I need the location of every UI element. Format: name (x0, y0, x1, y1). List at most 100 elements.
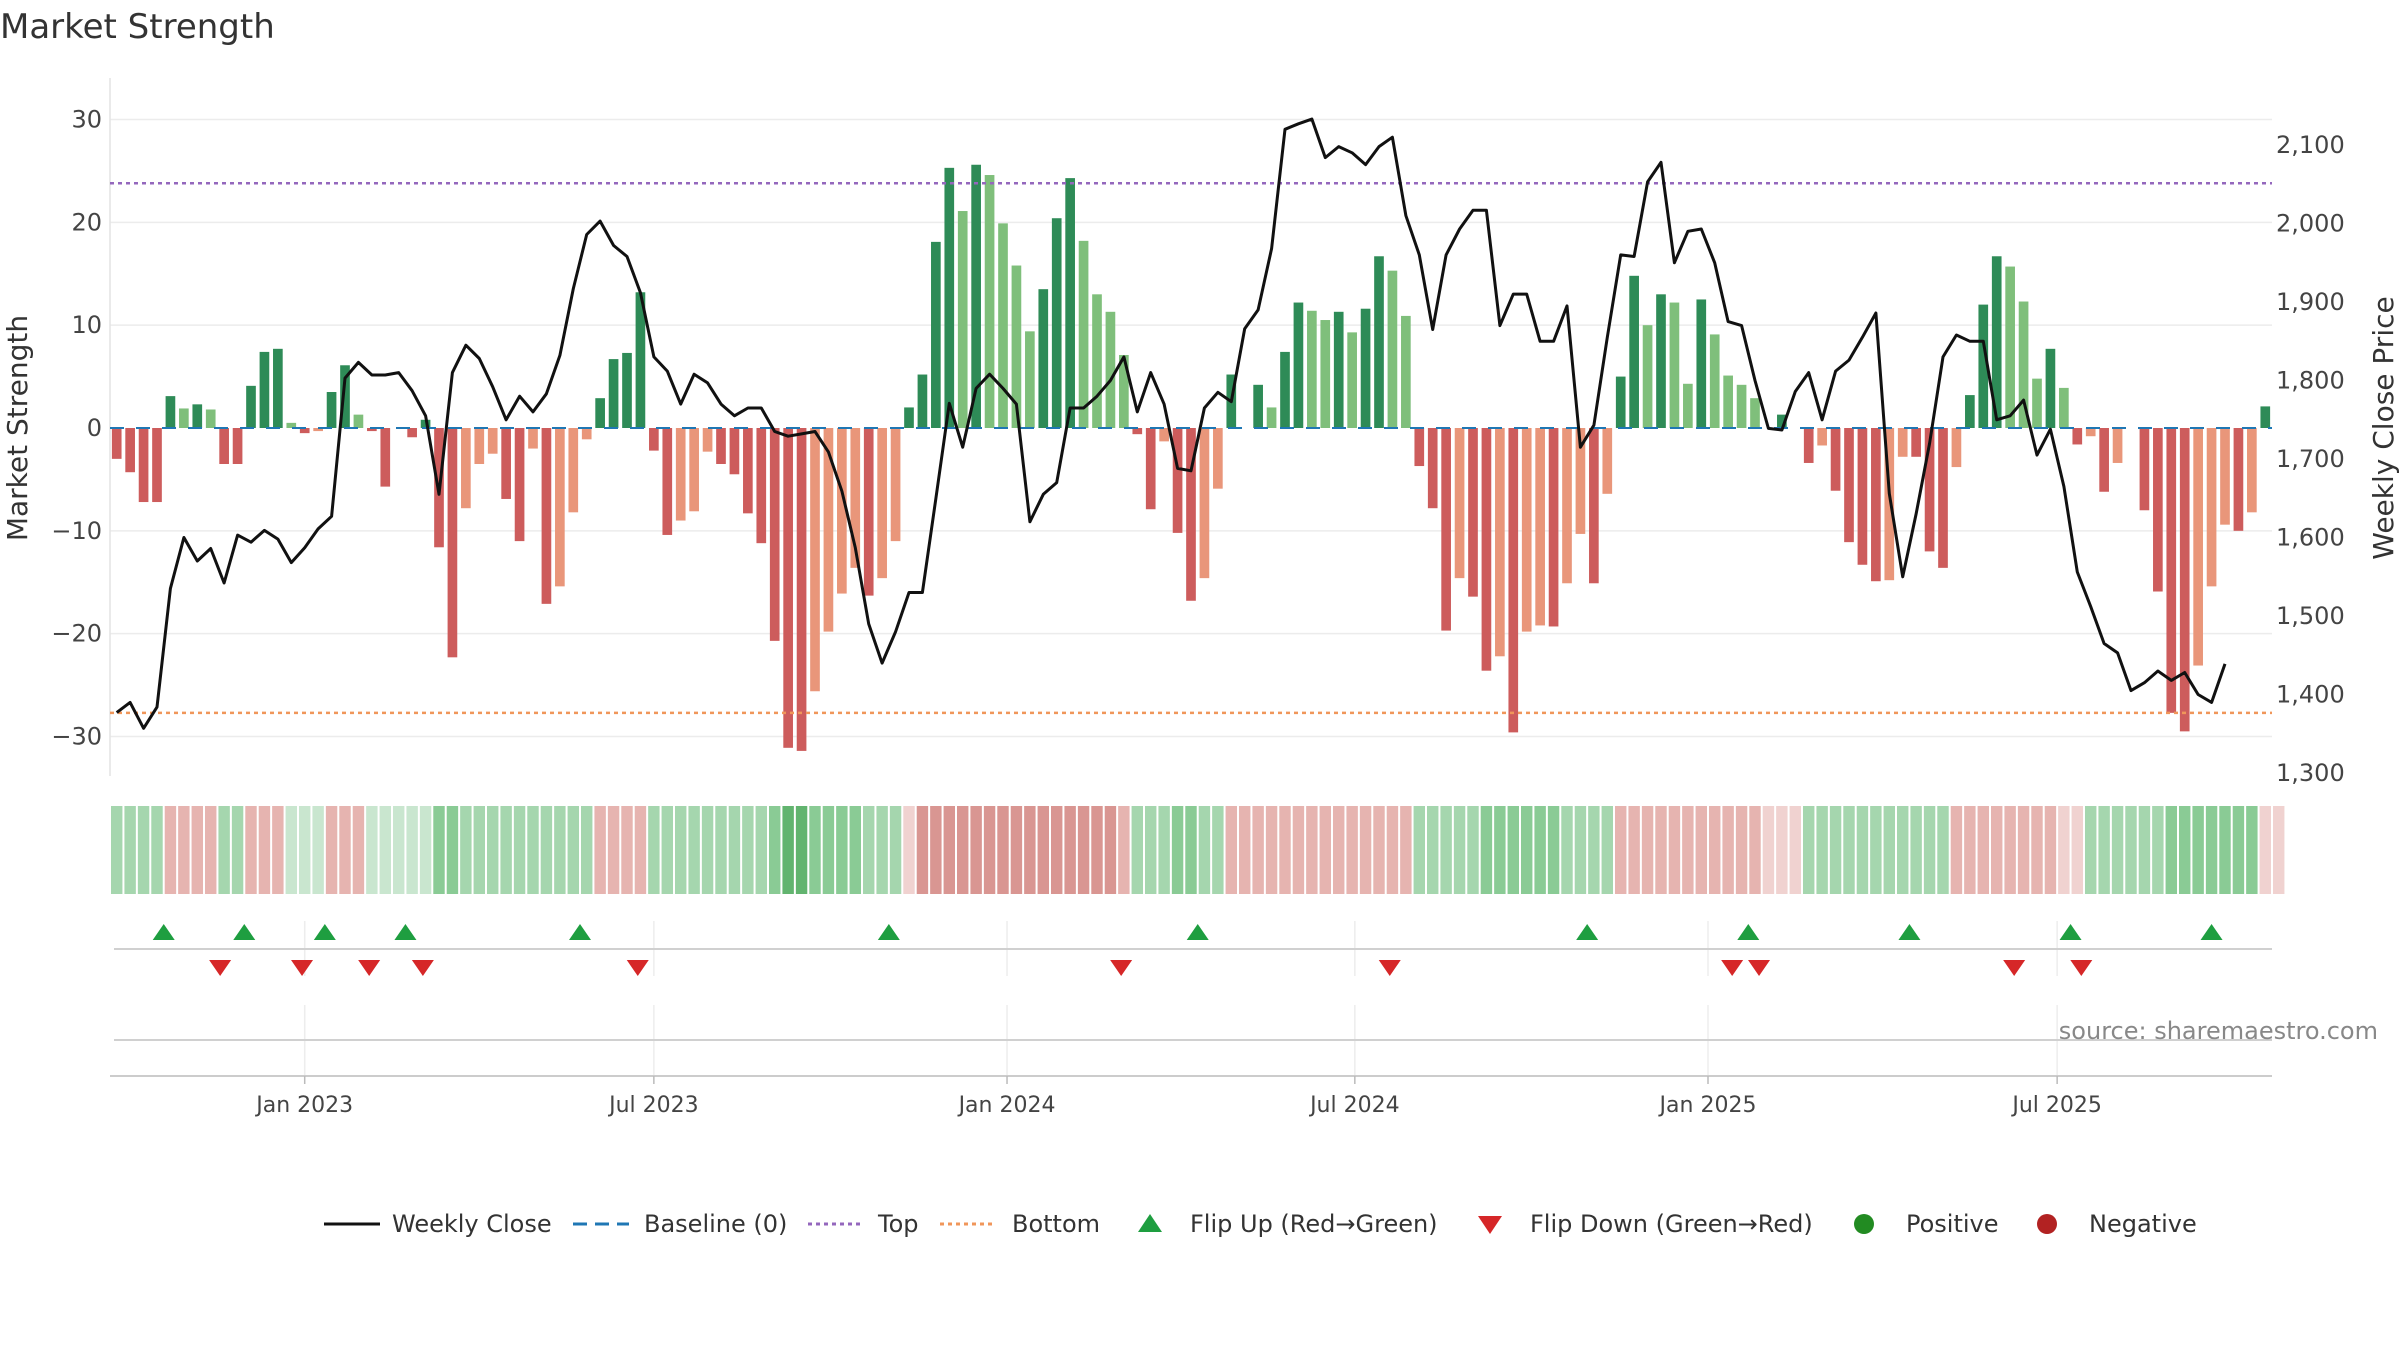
strength-bar (1159, 428, 1169, 442)
legend: Weekly Close Baseline (0) Top Bottom Flip Up… (324, 1210, 2197, 1238)
band-cell (540, 806, 553, 894)
strength-bar (823, 428, 834, 632)
strength-bar (890, 428, 901, 542)
band-cell (1561, 806, 1573, 894)
right-tick-label: 1,900 (2276, 288, 2345, 316)
strength-bar (1213, 428, 1223, 489)
strength-bar (555, 428, 565, 587)
strength-bar (2153, 428, 2163, 592)
strength-bar (1508, 428, 1519, 733)
strength-bar (246, 385, 256, 428)
strength-bar (1360, 308, 1371, 428)
strength-bar (501, 428, 511, 499)
strength-bar (2179, 428, 2190, 732)
grid-lines (109, 78, 2272, 776)
right-tick-label: 1,800 (2276, 367, 2345, 395)
band-cell (1991, 806, 2003, 894)
band-cell (1709, 806, 1721, 894)
band-cell (607, 806, 620, 894)
band-cell (715, 806, 727, 894)
strength-bar (1078, 240, 1089, 428)
strength-bar (1092, 294, 1102, 428)
band-cell (1588, 806, 1600, 894)
strength-bar (461, 428, 471, 509)
band-cell (1655, 806, 1667, 894)
strength-bar (1575, 428, 1586, 534)
band-cell (460, 806, 472, 894)
band-cell (1279, 806, 1291, 894)
band-cell (1682, 806, 1694, 894)
strength-bar (2220, 428, 2230, 525)
flip-up-marker (1186, 924, 1209, 940)
band-cell (1064, 806, 1076, 894)
band-cell (1829, 806, 1842, 894)
strength-bar (917, 374, 928, 428)
band-cell (1346, 806, 1358, 894)
band-cell (2259, 806, 2271, 894)
price-series (115, 117, 2227, 730)
band-cell (1856, 806, 1869, 894)
legend-negative-label: Negative (2089, 1210, 2197, 1238)
strength-band (111, 806, 2285, 894)
strength-bar (635, 292, 646, 428)
strength-bar (2247, 428, 2257, 513)
legend-flip-down-label: Flip Down (Green→Red) (1530, 1210, 1813, 1238)
strength-bar (649, 428, 659, 451)
band-cell (1386, 806, 1399, 894)
strength-bar (1803, 428, 1814, 463)
band-cell (1521, 806, 1533, 894)
strength-bar (2112, 428, 2123, 463)
band-cell (164, 806, 177, 894)
flip-down-marker (1721, 960, 1744, 976)
band-cell (1937, 806, 1949, 894)
strength-bar (1266, 407, 1277, 428)
strength-bar (1683, 383, 1693, 428)
band-cell (1534, 806, 1546, 894)
strength-bar (1736, 384, 1747, 428)
strength-bar (1468, 428, 1478, 597)
left-tick-label: 10 (71, 311, 102, 339)
flip-down-marker (626, 960, 649, 976)
band-cell (970, 806, 982, 894)
band-cell (1897, 806, 1909, 894)
band-cell (1265, 806, 1278, 894)
flip-down-marker (291, 960, 314, 976)
band-cell (1010, 806, 1023, 894)
band-cell (245, 806, 257, 894)
band-cell (822, 806, 835, 894)
strength-bar (1817, 428, 1827, 446)
strength-bar (675, 428, 686, 521)
strength-bar (1105, 311, 1116, 428)
band-cell (1601, 806, 1613, 894)
band-cell (903, 806, 915, 894)
right-tick-label: 1,700 (2276, 445, 2345, 473)
strength-bar (1669, 302, 1680, 428)
strength-bar (984, 175, 995, 428)
band-cell (2004, 806, 2016, 894)
legend-negative-swatch (2037, 1214, 2057, 1234)
x-tick-label: Jul 2023 (607, 1093, 699, 1118)
band-cell (299, 806, 311, 894)
band-cell (2179, 806, 2191, 894)
strength-bar (1857, 428, 1868, 565)
band-cell (581, 806, 593, 894)
band-cell (876, 806, 888, 894)
source-credit: source: sharemaestro.com (2059, 1017, 2378, 1045)
band-cell (943, 806, 955, 894)
strength-bar (1065, 178, 1075, 428)
band-cell (1198, 806, 1211, 894)
band-cell (111, 806, 123, 894)
strength-bar (837, 428, 847, 594)
strength-bar (474, 428, 485, 464)
strength-bar (702, 428, 713, 452)
strength-bar (313, 428, 323, 432)
x-tick-label: Jan 2025 (1658, 1093, 1757, 1118)
band-cell (1749, 806, 1761, 894)
strength-bar (2059, 387, 2069, 428)
legend-top-label: Top (877, 1210, 919, 1238)
band-cell (701, 806, 714, 894)
strength-bar (1414, 428, 1425, 467)
strength-bar (340, 365, 350, 428)
strength-bar (1132, 428, 1143, 435)
strength-bar (1951, 428, 1962, 468)
